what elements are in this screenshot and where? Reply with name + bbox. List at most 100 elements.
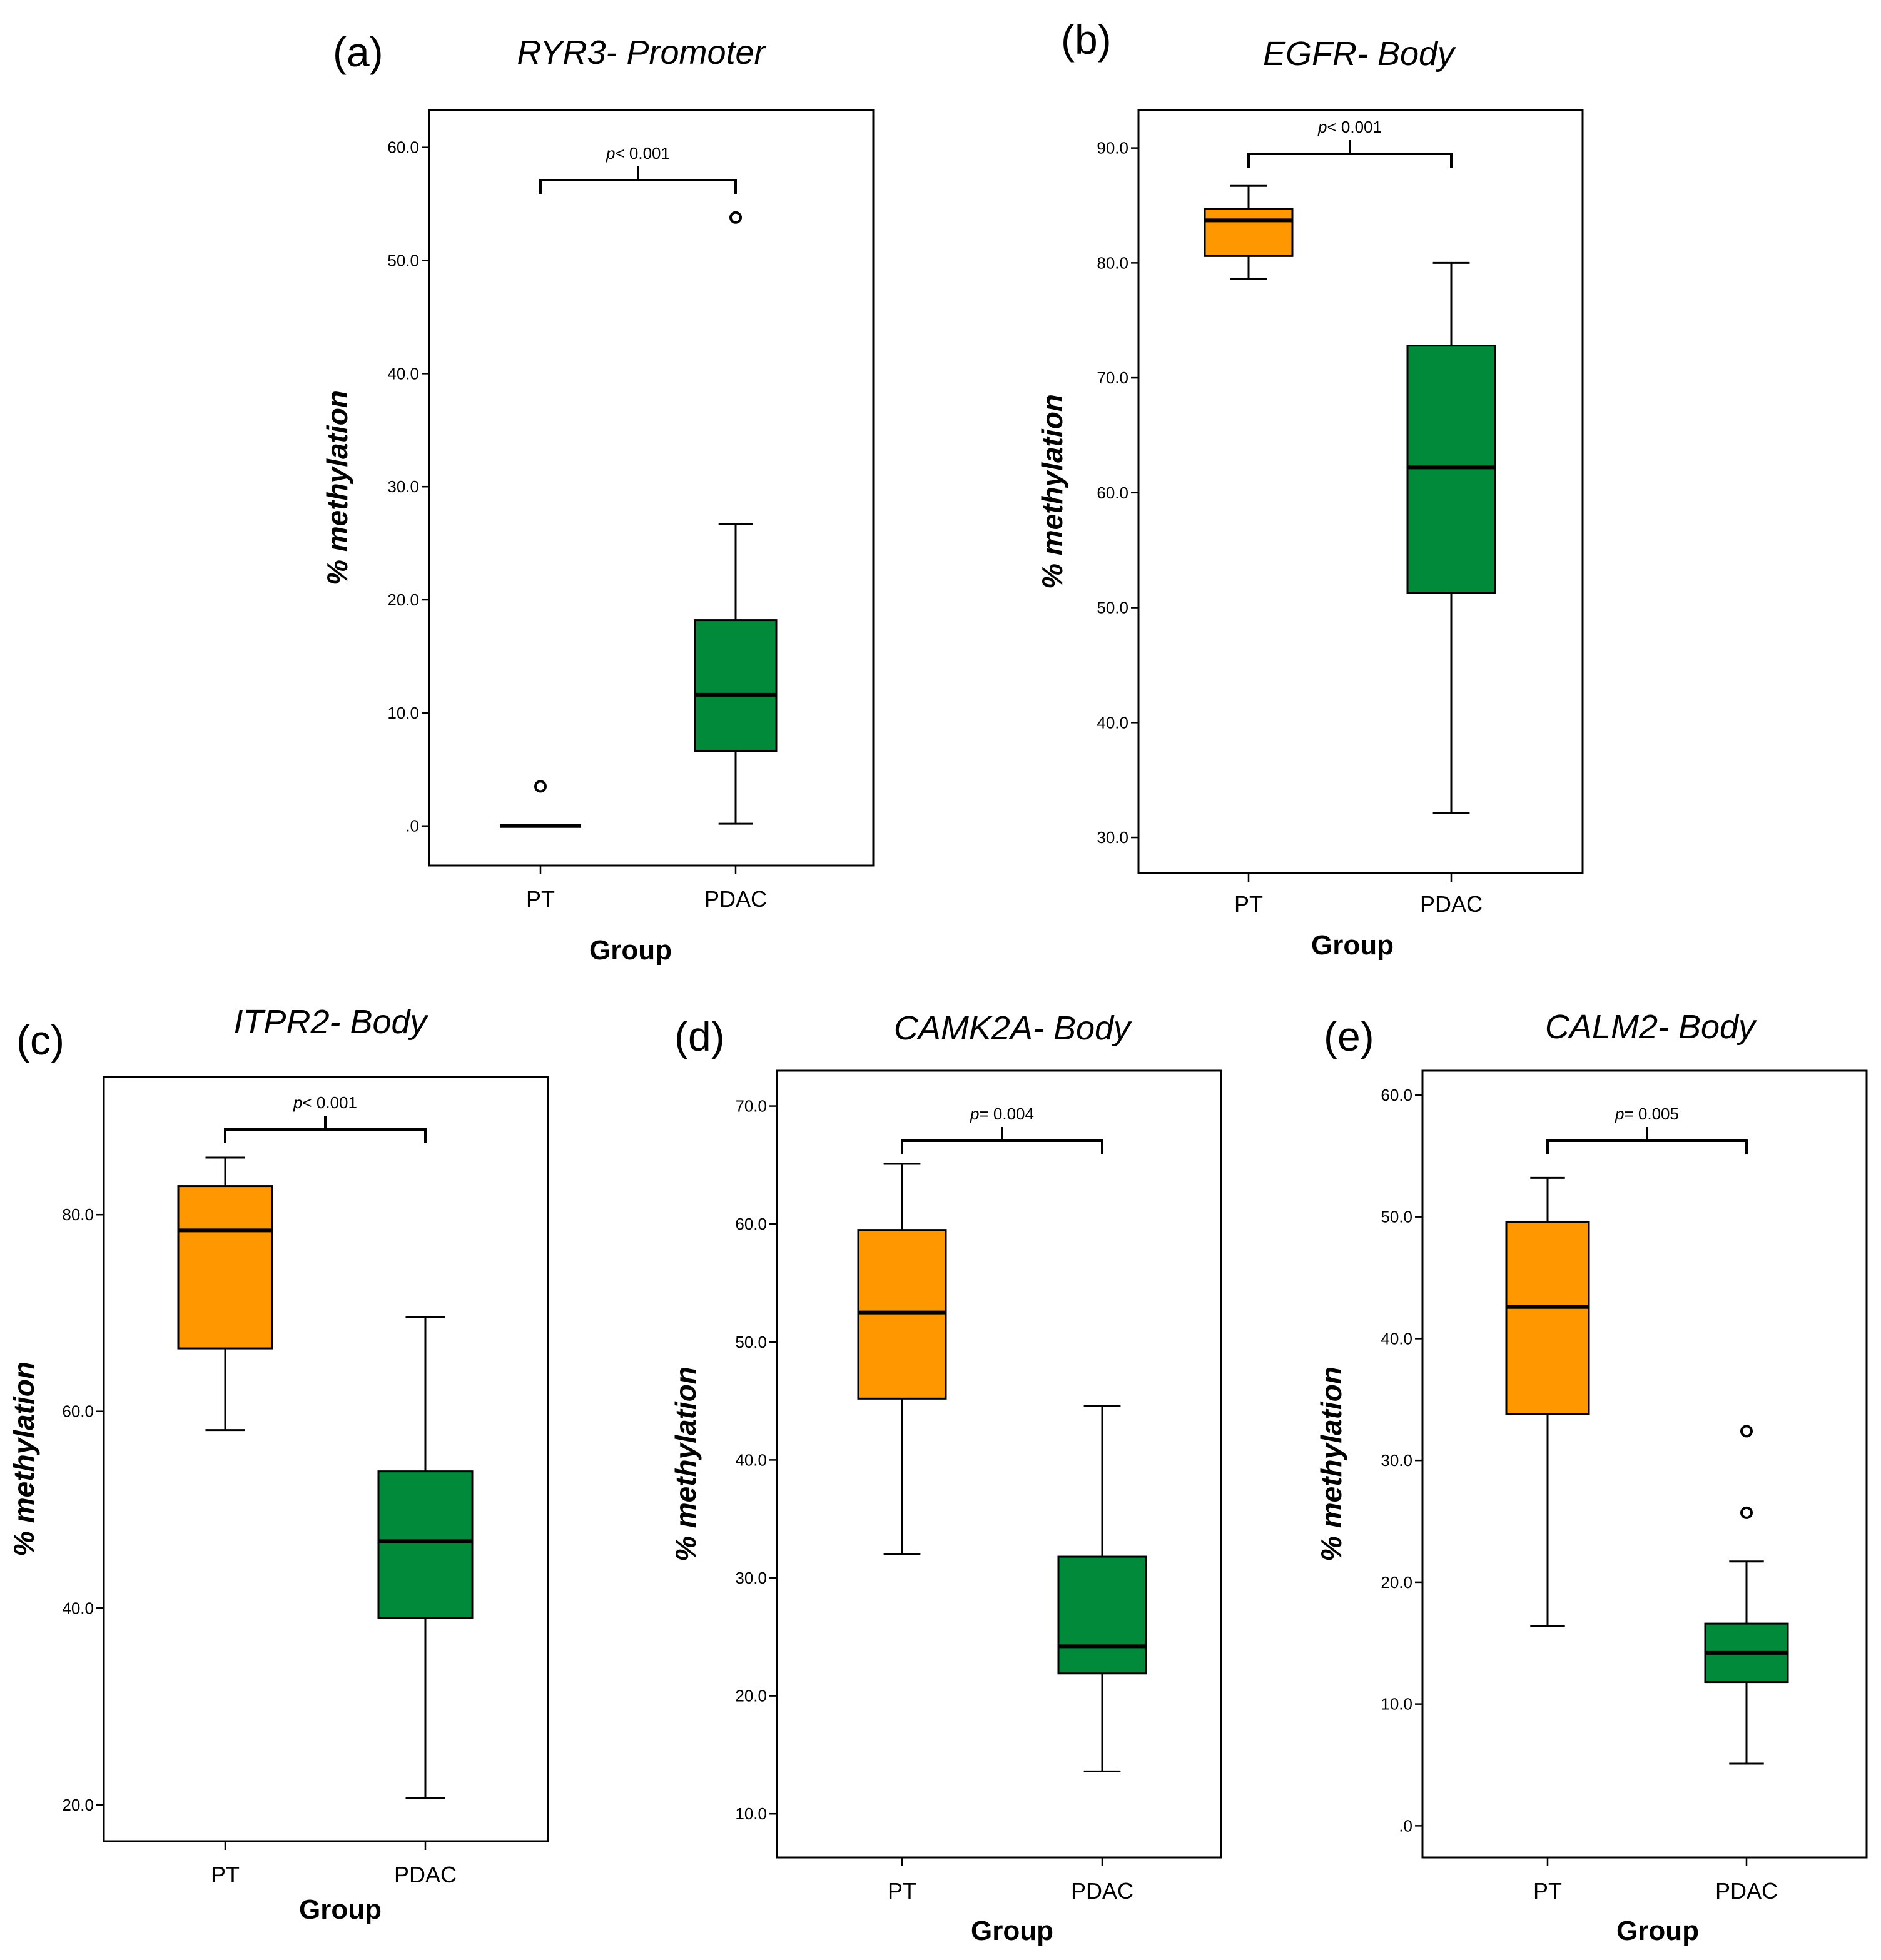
plot-frame [776,1069,1222,1859]
box-pdac [377,1316,474,1799]
outlier-point [1740,1425,1753,1438]
significance-bracket [1247,140,1453,168]
iqr-box [694,619,778,752]
y-axis-label: % methylation [321,390,353,585]
p-value-text: = 0.005 [1624,1104,1678,1123]
panel-a: (a) RYR3- Promoter .0 10.0 20.0 30.0 40.0 50.0 6… [321,29,875,966]
box-pdac [1704,1425,1789,1765]
y-tick-label: 40.0 [1381,1329,1412,1348]
y-axis-label: % methylation [669,1366,702,1562]
box-pt [857,1163,947,1555]
outlier-point [534,780,547,793]
y-tick-label: 60.0 [1381,1086,1412,1104]
panel-title: CALM2- Body [1545,1008,1757,1046]
p-value-label: p= 0.004 [970,1104,1034,1123]
y-axis-label: % methylation [1036,394,1068,589]
panel-letter: (e) [1324,1013,1374,1059]
panel-letter: (b) [1061,16,1112,63]
significance-bracket [224,1116,427,1143]
y-tick-label: .0 [1399,1816,1412,1835]
y-tick-label: 50.0 [387,251,419,270]
box-pt [500,780,581,828]
y-tick-label: 70.0 [735,1097,767,1116]
y-tick-label: 60.0 [1097,483,1128,502]
y-tick-label: 30.0 [387,477,419,496]
x-axis-label: Group [1311,930,1394,961]
x-tick-label: PT [526,886,555,912]
p-value-label: p< 0.001 [293,1093,357,1112]
y-tick-label: 20.0 [1381,1573,1412,1592]
p-value-text: < 0.001 [302,1093,357,1112]
panel-letter: (a) [333,29,383,75]
x-axis-label: Group [589,935,672,966]
y-tick-label: 50.0 [1381,1208,1412,1226]
x-tick-label: PDAC [1715,1878,1778,1904]
p-value-text: = 0.004 [979,1104,1033,1123]
y-tick-label: 10.0 [387,704,419,722]
p-value-text: < 0.001 [615,144,669,163]
iqr-box [177,1185,273,1350]
iqr-box [377,1470,474,1619]
box-pt [1204,184,1294,280]
p-value-var: p [1317,118,1327,136]
y-tick-label: 50.0 [1097,599,1128,617]
x-tick-label: PDAC [394,1862,457,1887]
panel-title: RYR3- Promoter [517,34,766,71]
x-axis-label: Group [1616,1916,1699,1946]
y-tick-label: 80.0 [62,1205,94,1224]
p-value-var: p [606,144,615,163]
x-tick-label: PT [1533,1878,1562,1904]
y-tick-label: 20.0 [735,1687,767,1705]
y-axis-label: % methylation [1315,1366,1347,1562]
y-tick-label: 60.0 [735,1215,767,1233]
outlier-point [1740,1506,1753,1519]
y-axis-label: % methylation [8,1361,40,1557]
y-tick-label: 40.0 [387,364,419,383]
panel-d: (d) CAMK2A- Body 10.0 20.0 30.0 40.0 50.0 60.0 7… [669,1009,1222,1946]
box-pt [1505,1176,1590,1627]
plot-frame [103,1076,549,1842]
significance-bracket [539,166,737,194]
panel-title: EGFR- Body [1263,35,1456,73]
y-tick-label: 40.0 [62,1599,94,1617]
outlier-point [729,211,742,224]
y-tick-label: .0 [405,817,419,836]
x-axis-label: Group [299,1894,382,1925]
plot-frame [1421,1069,1868,1859]
box-pdac [694,211,778,825]
y-tick-label: 30.0 [735,1569,767,1587]
y-tick-label: 30.0 [1381,1451,1412,1470]
y-tick-label: 20.0 [62,1796,94,1814]
y-tick-label: 50.0 [735,1333,767,1351]
panel-letter: (d) [674,1013,725,1059]
p-value-text: < 0.001 [1327,118,1381,136]
x-tick-label: PT [888,1878,916,1904]
plot-frame [1137,109,1584,874]
box-pdac [1406,261,1496,814]
y-tick-label: 30.0 [1097,828,1128,847]
y-tick-label: 40.0 [1097,713,1128,732]
y-tick-label: 60.0 [387,138,419,157]
y-tick-label: 40.0 [735,1450,767,1469]
x-tick-label: PT [211,1862,240,1887]
panel-c: (c) ITPR2- Body 20.0 40.0 60.0 80.0 % methylat… [8,1003,549,1925]
plot-frame [428,109,875,867]
panel-title: CAMK2A- Body [894,1009,1132,1047]
panel-b: (b) EGFR- Body 30.0 40.0 50.0 60.0 70.0 80.0 90.… [1036,16,1584,961]
y-tick-label: 20.0 [387,590,419,609]
y-tick-label: 80.0 [1097,253,1128,272]
p-value-var: p [293,1093,302,1112]
box-pt [177,1156,273,1432]
y-tick-label: 10.0 [735,1804,767,1823]
significance-bracket [1546,1127,1748,1154]
iqr-box [1204,208,1294,257]
x-tick-label: PDAC [1071,1878,1133,1904]
x-axis-label: Group [971,1916,1053,1946]
p-value-var: p [1615,1104,1624,1123]
iqr-box [1057,1555,1147,1675]
p-value-var: p [970,1104,979,1123]
iqr-box [1505,1220,1590,1415]
box-pdac [1057,1405,1147,1772]
panel-letter: (c) [16,1017,64,1063]
